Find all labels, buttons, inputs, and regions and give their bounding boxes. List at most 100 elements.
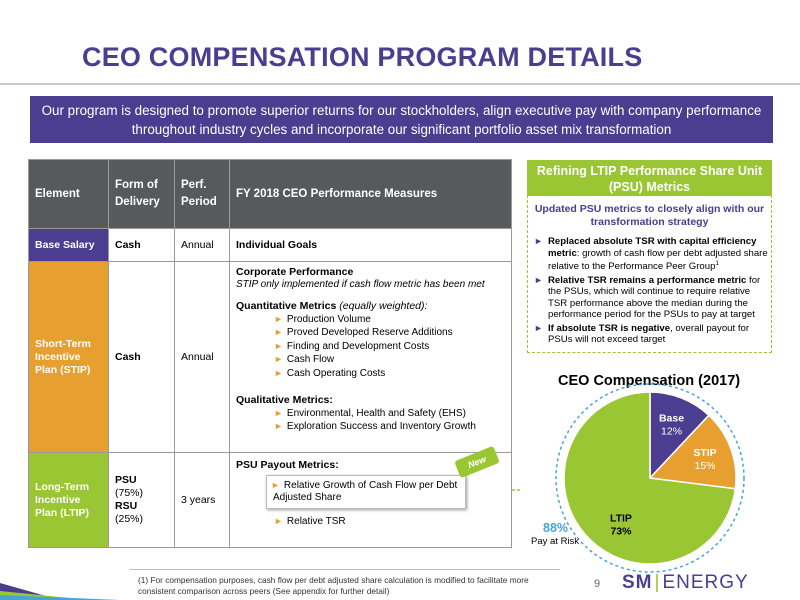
bullet-bold: If absolute TSR is negative bbox=[548, 322, 671, 334]
table-row-ltip: Long-Term Incentive Plan (LTIP) PSU (75%… bbox=[28, 445, 512, 548]
list-item: ► Cash Flow bbox=[274, 353, 505, 367]
measures-ltip: PSU Payout Metrics: New ► Relative Growth… bbox=[229, 445, 512, 548]
header-period: Perf. Period bbox=[174, 159, 230, 229]
arrow-right-icon: ► bbox=[274, 327, 283, 337]
form-rsu-pct: (25%) bbox=[115, 513, 144, 525]
table-row-base: Base Salary Cash Annual Individual Goals bbox=[28, 228, 512, 262]
refine-subheading: Updated PSU metrics to closely align wit… bbox=[534, 203, 765, 228]
list-item-label: Production Volume bbox=[286, 313, 371, 325]
arrow-right-icon: ► bbox=[274, 313, 283, 324]
list-item: ► Cash Operating Costs bbox=[274, 367, 505, 381]
pie-value-base: 12% bbox=[661, 426, 682, 438]
arrow-right-icon: ► bbox=[274, 367, 283, 378]
bullet-text: for the PSUs, which will continue to req… bbox=[548, 274, 761, 321]
arrow-right-icon: ► bbox=[534, 322, 543, 333]
arrow-right-icon: ► bbox=[274, 354, 283, 364]
list-item: ► Relative TSR remains a performance metr… bbox=[534, 275, 768, 321]
corp-note: STIP only implemented if cash flow metri… bbox=[236, 278, 485, 290]
measures-stip: Corporate Performance STIP only implemen… bbox=[229, 261, 512, 453]
pay-at-risk-value: 88% bbox=[543, 521, 569, 535]
element-stip: Short-Term Incentive Plan (STIP) bbox=[28, 261, 109, 453]
list-item: ► Replaced absolute TSR with capital effi… bbox=[534, 236, 768, 273]
compensation-table: Element Form of Delivery Perf. Period FY… bbox=[28, 159, 512, 548]
page-title: CEO COMPENSATION PROGRAM DETAILS bbox=[82, 42, 643, 72]
list-item: ► Exploration Success and Inventory Growt… bbox=[274, 420, 505, 434]
quant-paren: (equally weighted): bbox=[339, 300, 428, 312]
form-base: Cash bbox=[108, 228, 175, 262]
new-metric-highlight: ► Relative Growth of Cash Flow per Debt A… bbox=[266, 474, 466, 509]
logo-sm: SM bbox=[622, 572, 653, 593]
list-item-label: Cash Operating Costs bbox=[286, 367, 386, 379]
page-number: 9 bbox=[594, 578, 601, 590]
list-item: ► Environmental, Health and Safety (EHS) bbox=[274, 407, 505, 421]
payout-heading: PSU Payout Metrics: bbox=[236, 459, 339, 471]
quant-list: ► Production Volume ► Proved Developed Res… bbox=[274, 313, 505, 381]
chart-title: CEO Compensation (2017) bbox=[558, 373, 741, 389]
qual-heading: Qualitative Metrics: bbox=[236, 394, 333, 406]
header-form-line1: Form of bbox=[115, 179, 158, 191]
table-row-stip: Short-Term Incentive Plan (STIP) Cash An… bbox=[28, 261, 512, 453]
bullet-text: : growth of cash flow per debt adjusted … bbox=[548, 247, 768, 273]
header-period-line2: Period bbox=[181, 196, 217, 208]
arrow-right-icon: ► bbox=[274, 340, 283, 351]
bullet-text: , overall payout for PSUs will not excee… bbox=[548, 322, 750, 346]
header-period-line1: Perf. bbox=[181, 179, 207, 191]
header-form: Form of Delivery bbox=[108, 159, 175, 229]
corp-heading: Corporate Performance bbox=[236, 266, 354, 278]
title-divider bbox=[0, 83, 800, 85]
element-base-salary: Base Salary bbox=[28, 228, 109, 262]
pie-label-ltip: LTIP bbox=[610, 513, 632, 525]
footnote-ref: 1 bbox=[715, 261, 719, 267]
pie-value-ltip: 73% bbox=[610, 526, 632, 538]
pie-slice-stip bbox=[648, 414, 737, 490]
logo-energy: ENERGY bbox=[662, 572, 749, 593]
company-logo: SM | ENERGY bbox=[622, 572, 749, 594]
quant-heading: Quantitative Metrics bbox=[236, 300, 337, 312]
form-rsu: RSU bbox=[115, 500, 138, 512]
pie-label-base: Base bbox=[659, 413, 684, 425]
pie-label-stip: STIP bbox=[693, 447, 716, 459]
arrow-right-icon: ► bbox=[534, 274, 543, 285]
list-item-label: Relative TSR bbox=[286, 515, 346, 527]
measures-base: Individual Goals bbox=[229, 228, 512, 262]
pie-slice-ltip bbox=[563, 391, 737, 565]
list-item-label: Proved Developed Reserve Additions bbox=[286, 327, 453, 338]
element-ltip: Long-Term Incentive Plan (LTIP) bbox=[28, 452, 109, 548]
list-item-label: Exploration Success and Inventory Growth bbox=[286, 421, 476, 432]
header-form-line2: Delivery bbox=[115, 196, 160, 208]
refine-heading: Refining LTIP Performance Share Unit (PS… bbox=[527, 160, 772, 196]
refine-list: ► Replaced absolute TSR with capital effi… bbox=[534, 236, 768, 348]
ltip-measures-wrap: PSU Payout Metrics: New ► Relative Growth… bbox=[236, 445, 505, 529]
logo-divider: | bbox=[654, 572, 661, 593]
list-item: ► Finding and Development Costs bbox=[274, 340, 505, 354]
quant-heading-line: Quantitative Metrics (equally weighted): bbox=[236, 300, 505, 313]
summary-banner: Our program is designed to promote super… bbox=[30, 96, 773, 143]
list-item-label: Finding and Development Costs bbox=[286, 340, 430, 352]
arrow-right-icon: ► bbox=[271, 479, 280, 490]
list-item: ► Production Volume bbox=[274, 313, 505, 327]
list-item-label: Cash Flow bbox=[286, 354, 335, 365]
list-item: ► If absolute TSR is negative, overall pa… bbox=[534, 323, 768, 346]
table-header-row: Element Form of Delivery Perf. Period FY… bbox=[28, 159, 512, 229]
arrow-right-icon: ► bbox=[274, 407, 283, 418]
footnote-divider bbox=[130, 569, 560, 570]
list-item: ► Proved Developed Reserve Additions bbox=[274, 326, 505, 340]
form-psu-pct: (75%) bbox=[115, 487, 144, 499]
bullet-bold: Replaced absolute TSR with capital effic… bbox=[548, 236, 757, 259]
arrow-right-icon: ► bbox=[274, 421, 283, 431]
period-ltip: 3 years bbox=[174, 452, 230, 548]
arrow-right-icon: ► bbox=[534, 236, 543, 246]
arrow-right-icon: ► bbox=[274, 515, 283, 526]
header-measures: FY 2018 CEO Performance Measures bbox=[229, 159, 512, 229]
pay-at-risk-ring bbox=[555, 383, 745, 573]
list-item: ► Relative TSR bbox=[274, 515, 505, 529]
footnote: (1) For compensation purposes, cash flow… bbox=[138, 575, 529, 596]
pie-slice-base bbox=[649, 391, 710, 480]
list-item-label: Environmental, Health and Safety (EHS) bbox=[286, 407, 466, 419]
qual-list: ► Environmental, Health and Safety (EHS) … bbox=[274, 407, 505, 434]
form-psu: PSU bbox=[115, 474, 137, 486]
bottom-decoration bbox=[0, 583, 120, 600]
pie-value-stip: 15% bbox=[695, 460, 716, 472]
